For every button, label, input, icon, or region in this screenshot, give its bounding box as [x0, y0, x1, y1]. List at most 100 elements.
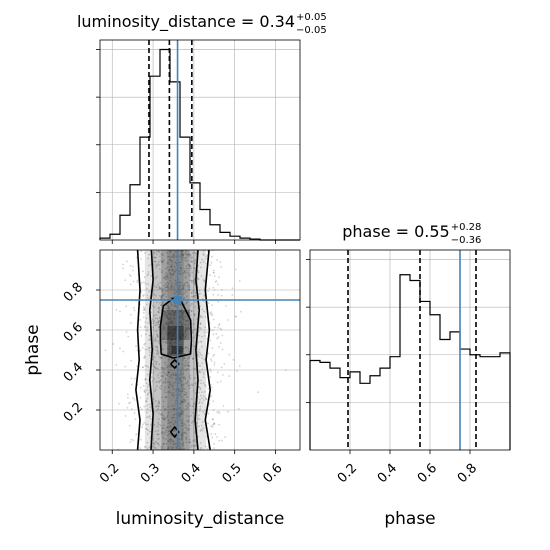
sample-point: [182, 384, 185, 386]
sample-point: [173, 305, 175, 307]
sample-point: [185, 250, 188, 253]
sample-point: [168, 386, 170, 389]
sample-point: [182, 286, 185, 289]
sample-point: [201, 308, 204, 311]
sample-point: [178, 286, 181, 289]
scatter-ytick-label: 0.2: [61, 400, 86, 425]
sample-point: [153, 446, 156, 449]
phase-hist-xtick-label: 0.2: [335, 461, 360, 486]
sample-point: [187, 252, 190, 255]
sample-point: [171, 338, 173, 341]
sample-point: [166, 309, 169, 312]
sample-point: [164, 286, 167, 289]
sample-point: [208, 402, 211, 405]
phase-hist-title: phase = 0.55: [342, 222, 449, 241]
sample-point: [162, 443, 165, 445]
sample-point: [201, 402, 203, 404]
sample-point: [191, 420, 194, 423]
sample-point: [174, 279, 177, 282]
sample-point: [219, 380, 222, 383]
sample-point: [184, 362, 187, 364]
sample-point: [186, 319, 188, 322]
sample-point: [160, 447, 163, 450]
sample-point: [141, 366, 144, 369]
sample-point: [199, 405, 202, 408]
sample-point: [179, 390, 181, 393]
sample-point: [185, 334, 188, 336]
sample-point: [159, 372, 161, 374]
sample-point: [152, 358, 154, 361]
sample-point: [184, 401, 186, 403]
sample-point: [169, 332, 171, 335]
sample-point: [189, 254, 191, 256]
sample-point: [178, 264, 181, 267]
sample-point: [169, 272, 172, 275]
sample-point: [183, 292, 186, 294]
sample-point: [180, 315, 183, 318]
sample-point: [154, 390, 157, 392]
sample-point: [167, 336, 169, 339]
sample-point: [194, 291, 197, 294]
sample-point: [213, 275, 216, 278]
sample-point: [238, 365, 241, 367]
sample-point: [170, 259, 173, 262]
sample-point: [172, 268, 175, 271]
sample-point: [136, 365, 139, 367]
sample-point: [177, 389, 180, 392]
sample-point: [209, 376, 212, 379]
sample-point: [198, 355, 201, 358]
sample-point: [198, 371, 201, 374]
sample-point: [178, 411, 181, 414]
sample-point: [189, 266, 192, 268]
sample-point: [158, 286, 161, 289]
sample-point: [119, 310, 121, 313]
sample-point: [162, 427, 165, 430]
sample-point: [167, 307, 169, 310]
sample-point: [204, 326, 206, 329]
sample-point: [147, 283, 150, 286]
sample-point: [188, 350, 191, 353]
sample-point: [130, 359, 133, 362]
sample-point: [148, 430, 151, 433]
sample-point: [202, 250, 205, 252]
sample-point: [157, 321, 160, 324]
sample-point: [180, 311, 183, 314]
sample-point: [174, 402, 177, 405]
sample-point: [162, 424, 165, 427]
sample-point: [180, 334, 182, 337]
sample-point: [166, 347, 169, 350]
sample-point: [160, 366, 163, 369]
sample-point: [170, 285, 173, 288]
sample-point: [162, 405, 165, 408]
sample-point: [166, 314, 168, 317]
sample-point: [183, 333, 186, 336]
sample-point: [184, 275, 187, 278]
sample-point: [165, 307, 167, 310]
sample-point: [197, 278, 200, 281]
sample-point: [188, 264, 191, 267]
sample-point: [160, 295, 163, 298]
sample-point: [164, 386, 167, 389]
sample-point: [187, 420, 190, 423]
sample-point: [153, 377, 156, 380]
density-core: [161, 310, 190, 340]
sample-point: [177, 335, 180, 337]
sample-point: [134, 418, 137, 421]
sample-point: [180, 267, 183, 270]
sample-point: [167, 324, 170, 327]
sample-point: [190, 302, 193, 305]
sample-point: [170, 424, 172, 427]
sample-point: [193, 440, 196, 442]
sample-point: [146, 365, 148, 368]
sample-point: [130, 377, 133, 380]
sample-point: [194, 258, 196, 261]
sample-point: [203, 331, 206, 334]
sample-point: [174, 261, 177, 264]
sample-point: [139, 326, 142, 329]
sample-point: [175, 328, 177, 330]
sample-point: [218, 412, 221, 415]
sample-point: [164, 382, 167, 384]
sample-point: [159, 316, 162, 318]
sample-point: [126, 393, 129, 396]
sample-point: [129, 441, 132, 443]
